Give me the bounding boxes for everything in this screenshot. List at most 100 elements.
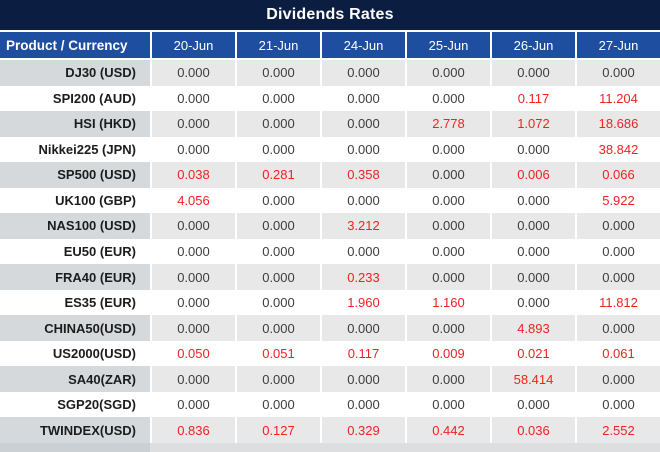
product-label: DJ30 (USD)	[0, 60, 150, 86]
dividend-value-cell: 0.000	[490, 213, 575, 239]
dividend-value-cell: 4.893	[490, 315, 575, 341]
dividend-value-cell: 1.072	[490, 111, 575, 137]
dividend-value-cell: 0.000	[575, 60, 660, 86]
dividend-value-cell: 0.000	[235, 264, 320, 290]
dividend-value-cell: 0.329	[320, 417, 405, 443]
dividend-value-cell: 18.686	[575, 111, 660, 137]
product-label: EU50 (EUR)	[63, 243, 136, 259]
product-label: SP500 (USD)	[0, 162, 150, 188]
dividend-value-cell: 0.000	[405, 136, 490, 163]
product-label: NAS100 (USD)	[0, 213, 150, 239]
dividend-value-cell: 0.000	[150, 136, 235, 163]
dividend-value-cell: 0.000	[405, 60, 490, 86]
table-row: CHINA50(USD) 0.000 0.000 0.000 0.000 4.893 0.0…	[0, 315, 660, 341]
column-header-date: 20-Jun	[150, 32, 235, 58]
product-label: CHINA50(USD)	[0, 315, 150, 341]
dividend-value-cell: 4.056	[150, 187, 235, 214]
table-row: SP500 (USD) 0.038 0.281 0.358 0.000 0.006 0.06…	[0, 162, 660, 188]
column-header-product-currency: Product / Currency	[6, 37, 128, 53]
dividend-value-cell: 0.000	[490, 238, 575, 265]
dividend-value-cell: 0.050	[150, 340, 235, 367]
table-row: ES35 (EUR) 0.000 0.000 1.960 1.160 0.000 11.81…	[0, 289, 660, 316]
product-label: ES35 (EUR)	[64, 295, 136, 311]
product-label: TWINDEX(USD)	[0, 417, 150, 443]
dividend-value-cell: 0.000	[490, 289, 575, 316]
dividend-value-cell: 0.358	[320, 162, 405, 188]
product-label: Nikkei225 (JPN)	[38, 141, 136, 157]
dividend-value-cell: 0.000	[405, 162, 490, 188]
table-row: HSI (HKD) 0.000 0.000 0.000 2.778 1.072 18.686	[0, 111, 660, 137]
dividend-value-cell: 0.000	[235, 366, 320, 392]
dividend-value-cell: 0.066	[575, 162, 660, 188]
dividend-value-cell: 0.000	[490, 187, 575, 214]
dividend-value-cell: 0.000	[320, 187, 405, 214]
table-row: SPI200 (AUD) 0.000 0.000 0.000 0.000 0.117 11.…	[0, 85, 660, 112]
dividend-value-cell: 0.000	[235, 213, 320, 239]
dividend-value-cell: 0.000	[490, 391, 575, 418]
dividend-value-cell: 0.000	[235, 238, 320, 265]
dividend-value-cell: 1.160	[405, 289, 490, 316]
dividend-value-cell: 0.000	[235, 391, 320, 418]
table-row: Nikkei225 (JPN) 0.000 0.000 0.000 0.000 0.000…	[0, 136, 660, 163]
dividend-value-cell: 0.000	[575, 391, 660, 418]
dividend-value-cell: 0.000	[150, 264, 235, 290]
table-row: SGP20(SGD) 0.000 0.000 0.000 0.000 0.000 0.000	[0, 391, 660, 418]
table-body: DJ30 (USD) 0.000 0.000 0.000 0.000 0.000 0.000…	[0, 60, 660, 443]
dividend-value-cell: 0.000	[405, 315, 490, 341]
product-label: SA40(ZAR)	[0, 366, 150, 392]
dividend-value-cell: 0.000	[235, 187, 320, 214]
partial-label-cell	[0, 443, 150, 452]
table-row: UK100 (GBP) 4.056 0.000 0.000 0.000 0.000 5.92…	[0, 187, 660, 214]
dividend-value-cell: 0.233	[320, 264, 405, 290]
dividend-value-cell: 0.836	[150, 417, 235, 443]
dividend-value-cell: 0.000	[150, 289, 235, 316]
dividend-value-cell: 0.000	[320, 85, 405, 112]
dividend-value-cell: 38.842	[575, 136, 660, 163]
dividend-value-cell: 0.000	[490, 60, 575, 86]
dividend-value-cell: 0.000	[320, 366, 405, 392]
dividend-value-cell: 0.000	[490, 264, 575, 290]
dividend-value-cell: 0.000	[235, 289, 320, 316]
dividend-value-cell: 0.000	[150, 213, 235, 239]
page-title: Dividends Rates	[0, 0, 660, 32]
dividend-value-cell: 0.009	[405, 340, 490, 367]
dividend-value-cell: 0.000	[150, 85, 235, 112]
dividend-value-cell: 0.000	[575, 264, 660, 290]
dividend-value-cell: 0.036	[490, 417, 575, 443]
column-header-date: 21-Jun	[235, 32, 320, 58]
dividend-value-cell: 0.000	[150, 238, 235, 265]
dividend-value-cell: 0.061	[575, 340, 660, 367]
dividend-value-cell: 0.000	[405, 85, 490, 112]
dividend-value-cell: 0.000	[235, 315, 320, 341]
partial-next-row-strip	[0, 443, 660, 452]
dividend-value-cell: 0.000	[150, 366, 235, 392]
dividend-value-cell: 1.960	[320, 289, 405, 316]
dividend-value-cell: 0.000	[150, 315, 235, 341]
dividend-value-cell: 0.000	[320, 136, 405, 163]
table-row: NAS100 (USD) 0.000 0.000 3.212 0.000 0.000 0.0…	[0, 213, 660, 239]
dividend-value-cell: 2.552	[575, 417, 660, 443]
dividend-value-cell: 11.812	[575, 289, 660, 316]
dividend-value-cell: 58.414	[490, 366, 575, 392]
table-row: TWINDEX(USD) 0.836 0.127 0.329 0.442 0.036 2.5…	[0, 417, 660, 443]
column-header-date: 26-Jun	[490, 32, 575, 58]
table-row: DJ30 (USD) 0.000 0.000 0.000 0.000 0.000 0.000	[0, 60, 660, 86]
table-row: EU50 (EUR) 0.000 0.000 0.000 0.000 0.000 0.000	[0, 238, 660, 265]
dividend-value-cell: 0.000	[320, 60, 405, 86]
column-header-date: 25-Jun	[405, 32, 490, 58]
column-header-date: 27-Jun	[575, 32, 660, 58]
partial-value-area	[150, 443, 660, 452]
dividend-value-cell: 0.000	[150, 111, 235, 137]
table-header-row: Product / Currency 20-Jun 21-Jun 24-Jun 25-…	[0, 32, 660, 60]
dividend-value-cell: 0.000	[490, 136, 575, 163]
dividend-value-cell: 0.000	[150, 391, 235, 418]
dividend-value-cell: 0.006	[490, 162, 575, 188]
dividend-value-cell: 0.000	[575, 315, 660, 341]
dividend-value-cell: 0.000	[575, 213, 660, 239]
dividend-value-cell: 0.000	[150, 60, 235, 86]
dividend-value-cell: 0.000	[320, 238, 405, 265]
dividend-value-cell: 0.000	[405, 238, 490, 265]
dividend-value-cell: 0.117	[320, 340, 405, 367]
dividend-value-cell: 0.442	[405, 417, 490, 443]
table-row: US2000(USD) 0.050 0.051 0.117 0.009 0.021 0.06…	[0, 340, 660, 367]
